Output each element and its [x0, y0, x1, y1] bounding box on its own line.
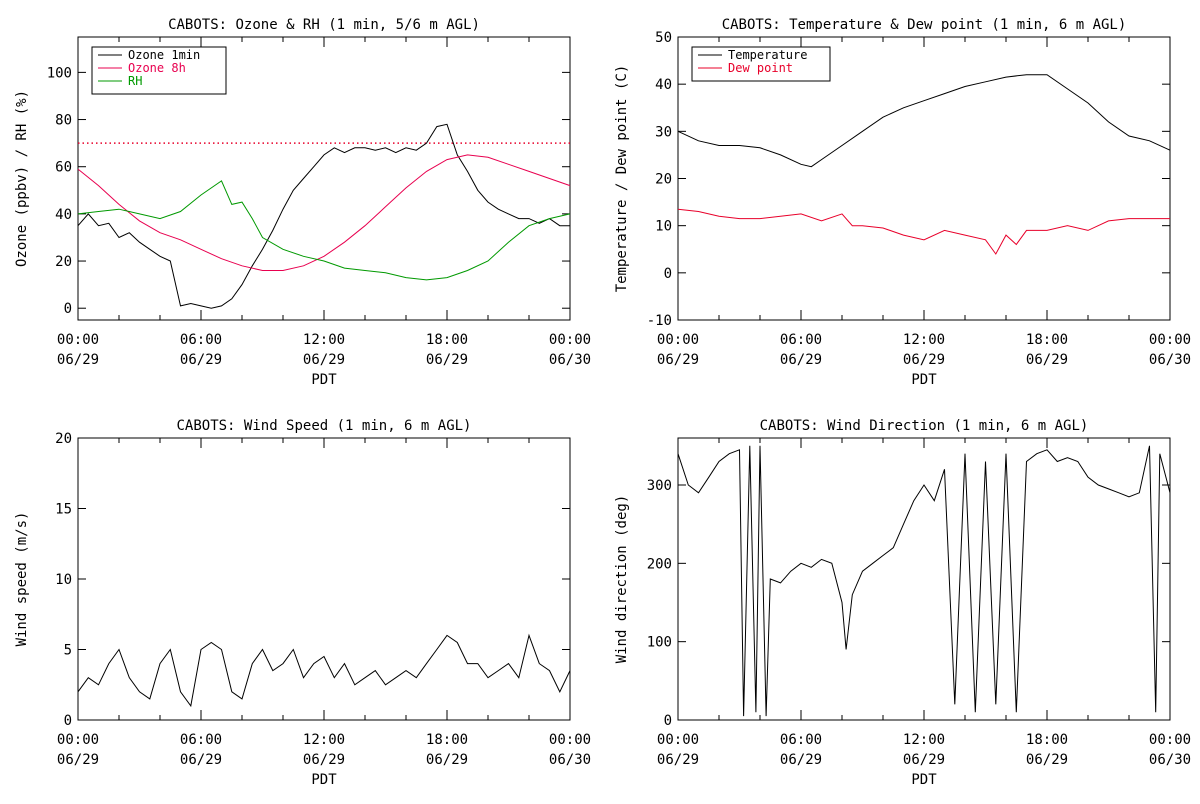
- series-line: [677, 445, 1171, 717]
- y-tick-label: 200: [647, 556, 672, 572]
- y-tick-label: 20: [55, 431, 72, 447]
- x-tick-label: 12:00: [903, 732, 945, 748]
- x-tick-label: 12:00: [303, 332, 345, 348]
- x-tick-date-label: 06/29: [426, 352, 468, 368]
- series-line: [677, 74, 1171, 168]
- x-tick-date-label: 06/29: [57, 752, 99, 768]
- x-tick-date-label: 06/29: [303, 752, 345, 768]
- x-tick-label: 00:00: [657, 732, 699, 748]
- x-tick-label: 00:00: [549, 732, 591, 748]
- y-tick-label: 100: [647, 635, 672, 651]
- x-tick-label: 06:00: [180, 332, 222, 348]
- x-axis-label: PDT: [911, 772, 937, 788]
- x-tick-date-label: 06/29: [780, 752, 822, 768]
- y-tick-label: 40: [655, 77, 672, 93]
- chart-title: CABOTS: Wind Speed (1 min, 6 m AGL): [176, 418, 471, 434]
- x-tick-date-label: 06/29: [903, 352, 945, 368]
- y-tick-label: 30: [655, 124, 672, 140]
- series-line: [77, 123, 570, 309]
- y-tick-label: 10: [55, 572, 72, 588]
- y-tick-label: 0: [64, 713, 72, 729]
- x-tick-label: 18:00: [1026, 332, 1068, 348]
- legend-entry: Ozone 8h: [128, 61, 186, 75]
- x-tick-label: 00:00: [57, 732, 99, 748]
- y-tick-label: 10: [655, 219, 672, 235]
- legend-entry: Ozone 1min: [128, 48, 200, 62]
- x-tick-label: 06:00: [180, 732, 222, 748]
- legend-entry: RH: [128, 74, 142, 88]
- legend-entry: Dew point: [728, 61, 793, 75]
- x-axis-label: PDT: [311, 772, 337, 788]
- x-tick-date-label: 06/29: [657, 752, 699, 768]
- x-tick-label: 12:00: [303, 732, 345, 748]
- x-tick-date-label: 06/29: [180, 752, 222, 768]
- x-tick-label: 12:00: [903, 332, 945, 348]
- x-tick-label: 00:00: [657, 332, 699, 348]
- x-tick-date-label: 06/29: [303, 352, 345, 368]
- x-axis-label: PDT: [311, 372, 337, 388]
- y-axis-label: Wind speed (m/s): [14, 512, 30, 647]
- x-tick-date-label: 06/29: [426, 752, 468, 768]
- x-tick-label: 06:00: [780, 332, 822, 348]
- x-tick-date-label: 06/29: [57, 352, 99, 368]
- y-axis-label: Ozone (ppbv) / RH (%): [14, 90, 30, 267]
- x-axis-label: PDT: [911, 372, 937, 388]
- x-tick-label: 00:00: [1149, 732, 1191, 748]
- x-tick-date-label: 06/29: [180, 352, 222, 368]
- x-tick-date-label: 06/30: [549, 352, 591, 368]
- x-tick-date-label: 06/29: [1026, 752, 1068, 768]
- y-tick-label: 100: [47, 65, 72, 81]
- y-tick-label: 15: [55, 502, 72, 518]
- chart-title: CABOTS: Wind Direction (1 min, 6 m AGL): [760, 418, 1089, 434]
- y-axis-label: Wind direction (deg): [614, 495, 630, 664]
- x-tick-date-label: 06/30: [1149, 752, 1191, 768]
- y-axis-label: Temperature / Dew point (C): [614, 65, 630, 293]
- x-tick-label: 00:00: [549, 332, 591, 348]
- y-tick-label: 80: [55, 113, 72, 129]
- x-tick-date-label: 06/29: [780, 352, 822, 368]
- series-line: [77, 633, 571, 708]
- x-tick-date-label: 06/30: [1149, 352, 1191, 368]
- x-tick-label: 06:00: [780, 732, 822, 748]
- series-line: [77, 180, 571, 281]
- x-tick-date-label: 06/29: [1026, 352, 1068, 368]
- x-tick-date-label: 06/29: [903, 752, 945, 768]
- y-tick-label: 5: [64, 643, 72, 659]
- series-line: [677, 208, 1170, 255]
- y-tick-label: 60: [55, 160, 72, 176]
- y-tick-label: 300: [647, 478, 672, 494]
- x-tick-label: 18:00: [426, 332, 468, 348]
- x-tick-label: 18:00: [426, 732, 468, 748]
- x-tick-date-label: 06/29: [657, 352, 699, 368]
- series-line: [77, 154, 571, 271]
- y-tick-label: 0: [664, 713, 672, 729]
- legend-entry: Temperature: [728, 48, 807, 62]
- y-tick-label: -10: [647, 313, 672, 329]
- x-tick-label: 18:00: [1026, 732, 1068, 748]
- x-tick-label: 00:00: [1149, 332, 1191, 348]
- y-tick-label: 20: [55, 254, 72, 270]
- plot-frame: [677, 437, 1171, 721]
- y-tick-label: 50: [655, 30, 672, 46]
- chart-title: CABOTS: Ozone & RH (1 min, 5/6 m AGL): [168, 17, 480, 33]
- y-tick-label: 40: [55, 207, 72, 223]
- x-tick-label: 00:00: [57, 332, 99, 348]
- plot-frame: [77, 437, 571, 721]
- x-tick-date-label: 06/30: [549, 752, 591, 768]
- y-tick-label: 0: [664, 266, 672, 282]
- chart-title: CABOTS: Temperature & Dew point (1 min, …: [722, 17, 1127, 33]
- y-tick-label: 0: [64, 301, 72, 317]
- y-tick-label: 20: [655, 172, 672, 188]
- legend-box: [691, 46, 831, 82]
